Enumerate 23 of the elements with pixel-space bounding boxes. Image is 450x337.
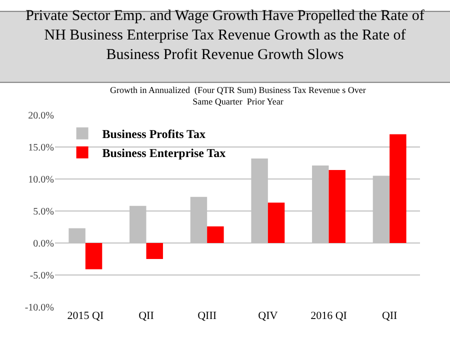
bar <box>328 170 346 243</box>
x-tick-label: 2016 QI <box>310 310 348 322</box>
x-tick-label: QII <box>138 310 154 322</box>
y-tick-label: 15.0% <box>28 142 54 154</box>
bar <box>146 243 163 259</box>
y-tick-label: 10.0% <box>28 174 54 186</box>
x-tick-label: 2015 QI <box>67 310 104 322</box>
y-tick-label: 20.0% <box>28 110 54 122</box>
y-tick-label: 5.0% <box>33 206 54 218</box>
y-tick-label: -10.0% <box>24 302 54 314</box>
bar <box>268 202 285 243</box>
legend-label: Business Enterprise Tax <box>102 146 226 160</box>
y-tick-label: -5.0% <box>30 270 54 282</box>
bar <box>207 226 224 243</box>
x-tick-label: QII <box>382 310 398 322</box>
chart-subtitle: Growth in Annualized (Four QTR Sum) Business Tax Revenue s Over Same Quarter Prior Year <box>110 85 366 107</box>
bar <box>85 243 102 270</box>
y-tick-label: 0.0% <box>33 238 54 250</box>
bar <box>390 134 406 243</box>
chart-title: Private Sector Emp. and Wage Growth Have Propelled the Rate of NH Business Enterprise Tax Revenue Growth as the Rate of Business Profit Revenue Growth Slows <box>26 8 424 64</box>
legend-label: Business Profits Tax <box>102 127 206 142</box>
x-tick-label: QIII <box>198 310 217 322</box>
x-tick-label: QIV <box>258 310 278 322</box>
